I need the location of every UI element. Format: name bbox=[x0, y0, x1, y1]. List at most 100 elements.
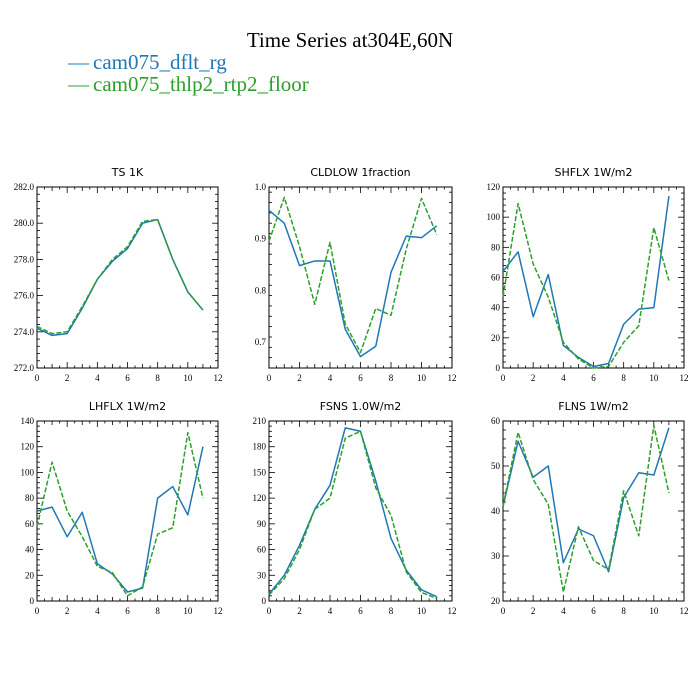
x-tick-label: 4 bbox=[561, 373, 566, 383]
y-tick-label: 50 bbox=[491, 461, 501, 471]
y-tick-label: 120 bbox=[253, 493, 267, 503]
x-tick-label: 12 bbox=[680, 373, 689, 383]
x-tick-label: 4 bbox=[561, 606, 566, 616]
y-tick-label: 150 bbox=[253, 467, 267, 477]
y-tick-label: 90 bbox=[257, 519, 267, 529]
y-tick-label: 60 bbox=[491, 273, 501, 283]
y-tick-label: 120 bbox=[487, 182, 501, 192]
y-tick-label: 120 bbox=[21, 442, 35, 452]
x-tick-label: 8 bbox=[155, 606, 160, 616]
plot-frame bbox=[36, 420, 219, 602]
y-tick-label: 80 bbox=[25, 493, 35, 503]
x-tick-label: 4 bbox=[95, 606, 100, 616]
y-tick-label: 278.0 bbox=[14, 254, 35, 264]
x-tick-label: 4 bbox=[95, 373, 100, 383]
y-tick-label: 276.0 bbox=[14, 291, 35, 301]
y-tick-label: 100 bbox=[487, 212, 501, 222]
x-tick-label: 6 bbox=[591, 606, 596, 616]
series-line-thlp2 bbox=[36, 431, 204, 597]
x-tick-label: 10 bbox=[649, 606, 659, 616]
x-tick-label: 0 bbox=[501, 606, 506, 616]
legend-line-icon: — bbox=[68, 50, 89, 74]
x-tick-label: 6 bbox=[358, 373, 363, 383]
series-line-thlp2 bbox=[36, 218, 204, 335]
y-tick-label: 210 bbox=[253, 416, 267, 426]
y-tick-label: 40 bbox=[25, 545, 35, 555]
legend-item-thlp2: — cam075_thlp2_rtp2_floor bbox=[68, 72, 309, 97]
x-tick-label: 12 bbox=[214, 373, 223, 383]
x-tick-label: 8 bbox=[621, 373, 626, 383]
panel-title: TS 1K bbox=[111, 166, 144, 179]
panel-title: FLNS 1W/m2 bbox=[558, 400, 628, 413]
plot-frame bbox=[268, 186, 453, 369]
y-tick-label: 30 bbox=[491, 551, 501, 561]
plot-frame bbox=[502, 186, 685, 369]
x-tick-label: 10 bbox=[649, 373, 659, 383]
y-tick-label: 280.0 bbox=[14, 218, 35, 228]
series-line-dflt bbox=[268, 209, 438, 358]
figure-title: Time Series at304E,60N bbox=[246, 28, 454, 52]
x-tick-label: 4 bbox=[328, 606, 333, 616]
legend-label: cam075_dflt_rg bbox=[93, 50, 227, 74]
chart-panel: CLDLOW 1fraction 0 2 4 6 8 10 12 0.7 0.8 0.9 1.0 bbox=[255, 166, 457, 383]
series-line-dflt bbox=[268, 427, 438, 598]
series-line-thlp2 bbox=[268, 196, 438, 354]
x-tick-label: 6 bbox=[125, 606, 130, 616]
x-tick-label: 6 bbox=[125, 373, 130, 383]
x-tick-label: 6 bbox=[358, 606, 363, 616]
y-tick-label: 140 bbox=[21, 416, 35, 426]
x-tick-label: 12 bbox=[680, 606, 689, 616]
series-line-thlp2 bbox=[502, 202, 670, 369]
y-tick-label: 60 bbox=[491, 416, 501, 426]
y-tick-label: 80 bbox=[491, 242, 501, 252]
series-line-dflt bbox=[502, 195, 670, 368]
chart-panel: TS 1K 0 2 4 6 8 10 12 272.0 274.0 276.0 278.0 280.0 2… bbox=[14, 166, 223, 383]
series-line-thlp2 bbox=[502, 424, 670, 593]
x-tick-label: 10 bbox=[417, 373, 427, 383]
y-tick-label: 0 bbox=[262, 596, 267, 606]
x-tick-label: 4 bbox=[328, 373, 333, 383]
y-tick-label: 180 bbox=[253, 442, 267, 452]
panel-title: FSNS 1.0W/m2 bbox=[320, 400, 402, 413]
y-tick-label: 0 bbox=[30, 596, 35, 606]
x-tick-label: 2 bbox=[297, 373, 302, 383]
y-tick-label: 0 bbox=[496, 363, 501, 373]
y-tick-label: 40 bbox=[491, 506, 501, 516]
y-tick-label: 0.8 bbox=[255, 285, 267, 295]
y-tick-label: 100 bbox=[21, 467, 35, 477]
y-tick-label: 274.0 bbox=[14, 327, 35, 337]
y-tick-label: 0.7 bbox=[255, 337, 267, 347]
x-tick-label: 0 bbox=[501, 373, 506, 383]
panel-title: SHFLX 1W/m2 bbox=[554, 166, 632, 179]
x-tick-label: 2 bbox=[65, 606, 70, 616]
chart-panel: FLNS 1W/m2 0 2 4 6 8 10 12 20 30 40 50 60 bbox=[491, 400, 689, 616]
y-tick-label: 20 bbox=[25, 570, 35, 580]
panel-title: LHFLX 1W/m2 bbox=[89, 400, 166, 413]
y-tick-label: 282.0 bbox=[14, 182, 35, 192]
x-tick-label: 0 bbox=[267, 373, 272, 383]
panel-title: CLDLOW 1fraction bbox=[310, 166, 410, 179]
y-tick-label: 60 bbox=[25, 519, 35, 529]
plot-frame bbox=[268, 420, 453, 602]
x-tick-label: 10 bbox=[417, 606, 427, 616]
x-tick-label: 2 bbox=[531, 373, 536, 383]
series-line-dflt bbox=[36, 218, 204, 337]
y-tick-label: 1.0 bbox=[255, 182, 267, 192]
y-tick-label: 40 bbox=[491, 303, 501, 313]
x-tick-label: 12 bbox=[214, 606, 223, 616]
y-tick-label: 20 bbox=[491, 596, 501, 606]
x-tick-label: 8 bbox=[389, 373, 394, 383]
series-line-thlp2 bbox=[268, 430, 438, 600]
x-tick-label: 2 bbox=[65, 373, 70, 383]
y-tick-label: 20 bbox=[491, 333, 501, 343]
x-tick-label: 6 bbox=[591, 373, 596, 383]
x-tick-label: 2 bbox=[297, 606, 302, 616]
legend-item-dflt: — cam075_dflt_rg bbox=[68, 50, 227, 75]
x-tick-label: 12 bbox=[448, 606, 457, 616]
x-tick-label: 8 bbox=[155, 373, 160, 383]
x-tick-label: 0 bbox=[35, 373, 40, 383]
x-tick-label: 0 bbox=[267, 606, 272, 616]
